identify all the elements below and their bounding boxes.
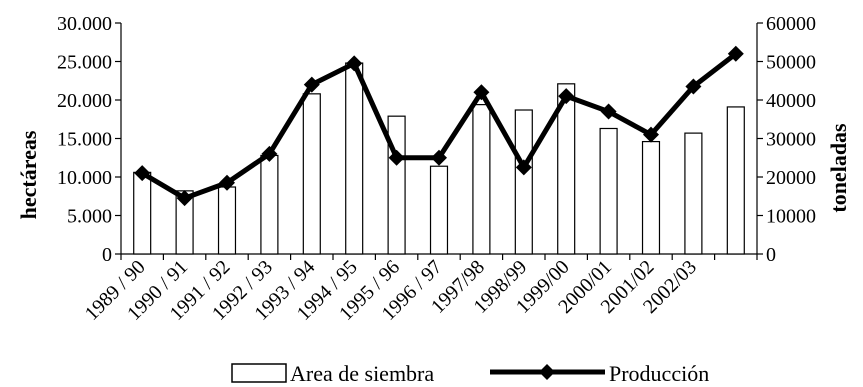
bar — [599, 127, 618, 255]
bar — [302, 93, 321, 255]
y2-tick-label: 20000 — [766, 167, 816, 189]
y2-tick-label: 10000 — [766, 206, 816, 228]
legend-line-marker — [539, 364, 555, 380]
y2-tick-label: 50000 — [766, 52, 816, 74]
line-point — [388, 149, 405, 166]
line-point — [558, 88, 575, 105]
line-point — [685, 78, 702, 95]
bar — [429, 165, 449, 255]
line-point — [176, 190, 193, 207]
y-tick-label: 0 — [102, 244, 112, 266]
bar — [514, 109, 533, 255]
line-point — [431, 149, 447, 166]
bar — [387, 115, 406, 255]
bar — [217, 186, 237, 255]
y2-axis-title: toneladas — [826, 123, 851, 213]
y-axis-title: hectáreas — [16, 130, 41, 219]
legend-line-label: Producción — [609, 361, 709, 386]
bar — [557, 83, 576, 255]
line-point — [261, 145, 278, 162]
y2-tick-label: 40000 — [766, 90, 816, 112]
y2-tick-label: 30000 — [766, 129, 816, 151]
bar — [345, 62, 364, 255]
bar — [641, 140, 661, 255]
line-point — [727, 45, 744, 62]
line-point — [346, 55, 363, 72]
bar — [472, 104, 491, 255]
bar — [726, 106, 745, 255]
y2-tick-label: 60000 — [766, 13, 816, 35]
line-point — [303, 76, 320, 93]
y2-tick-label: 0 — [766, 244, 776, 266]
line-point — [473, 84, 490, 101]
line-point — [219, 174, 235, 191]
y-tick-label: 20.000 — [57, 90, 112, 112]
line-point — [134, 165, 151, 182]
legend-bar-swatch — [231, 363, 287, 383]
legend-bar-label: Area de siembra — [290, 361, 434, 386]
y-tick-label: 5.000 — [67, 206, 112, 228]
y-tick-label: 15.000 — [57, 129, 112, 151]
y-tick-label: 10.000 — [57, 167, 112, 189]
line-point — [600, 103, 617, 120]
line-point — [643, 126, 659, 143]
bar — [260, 154, 279, 255]
bar — [684, 132, 703, 255]
bar — [133, 171, 152, 255]
legend: Area de siembra Producción — [231, 361, 709, 386]
y-tick-label: 30.000 — [57, 13, 112, 35]
y-tick-label: 25.000 — [57, 52, 112, 74]
line-point — [515, 159, 532, 176]
